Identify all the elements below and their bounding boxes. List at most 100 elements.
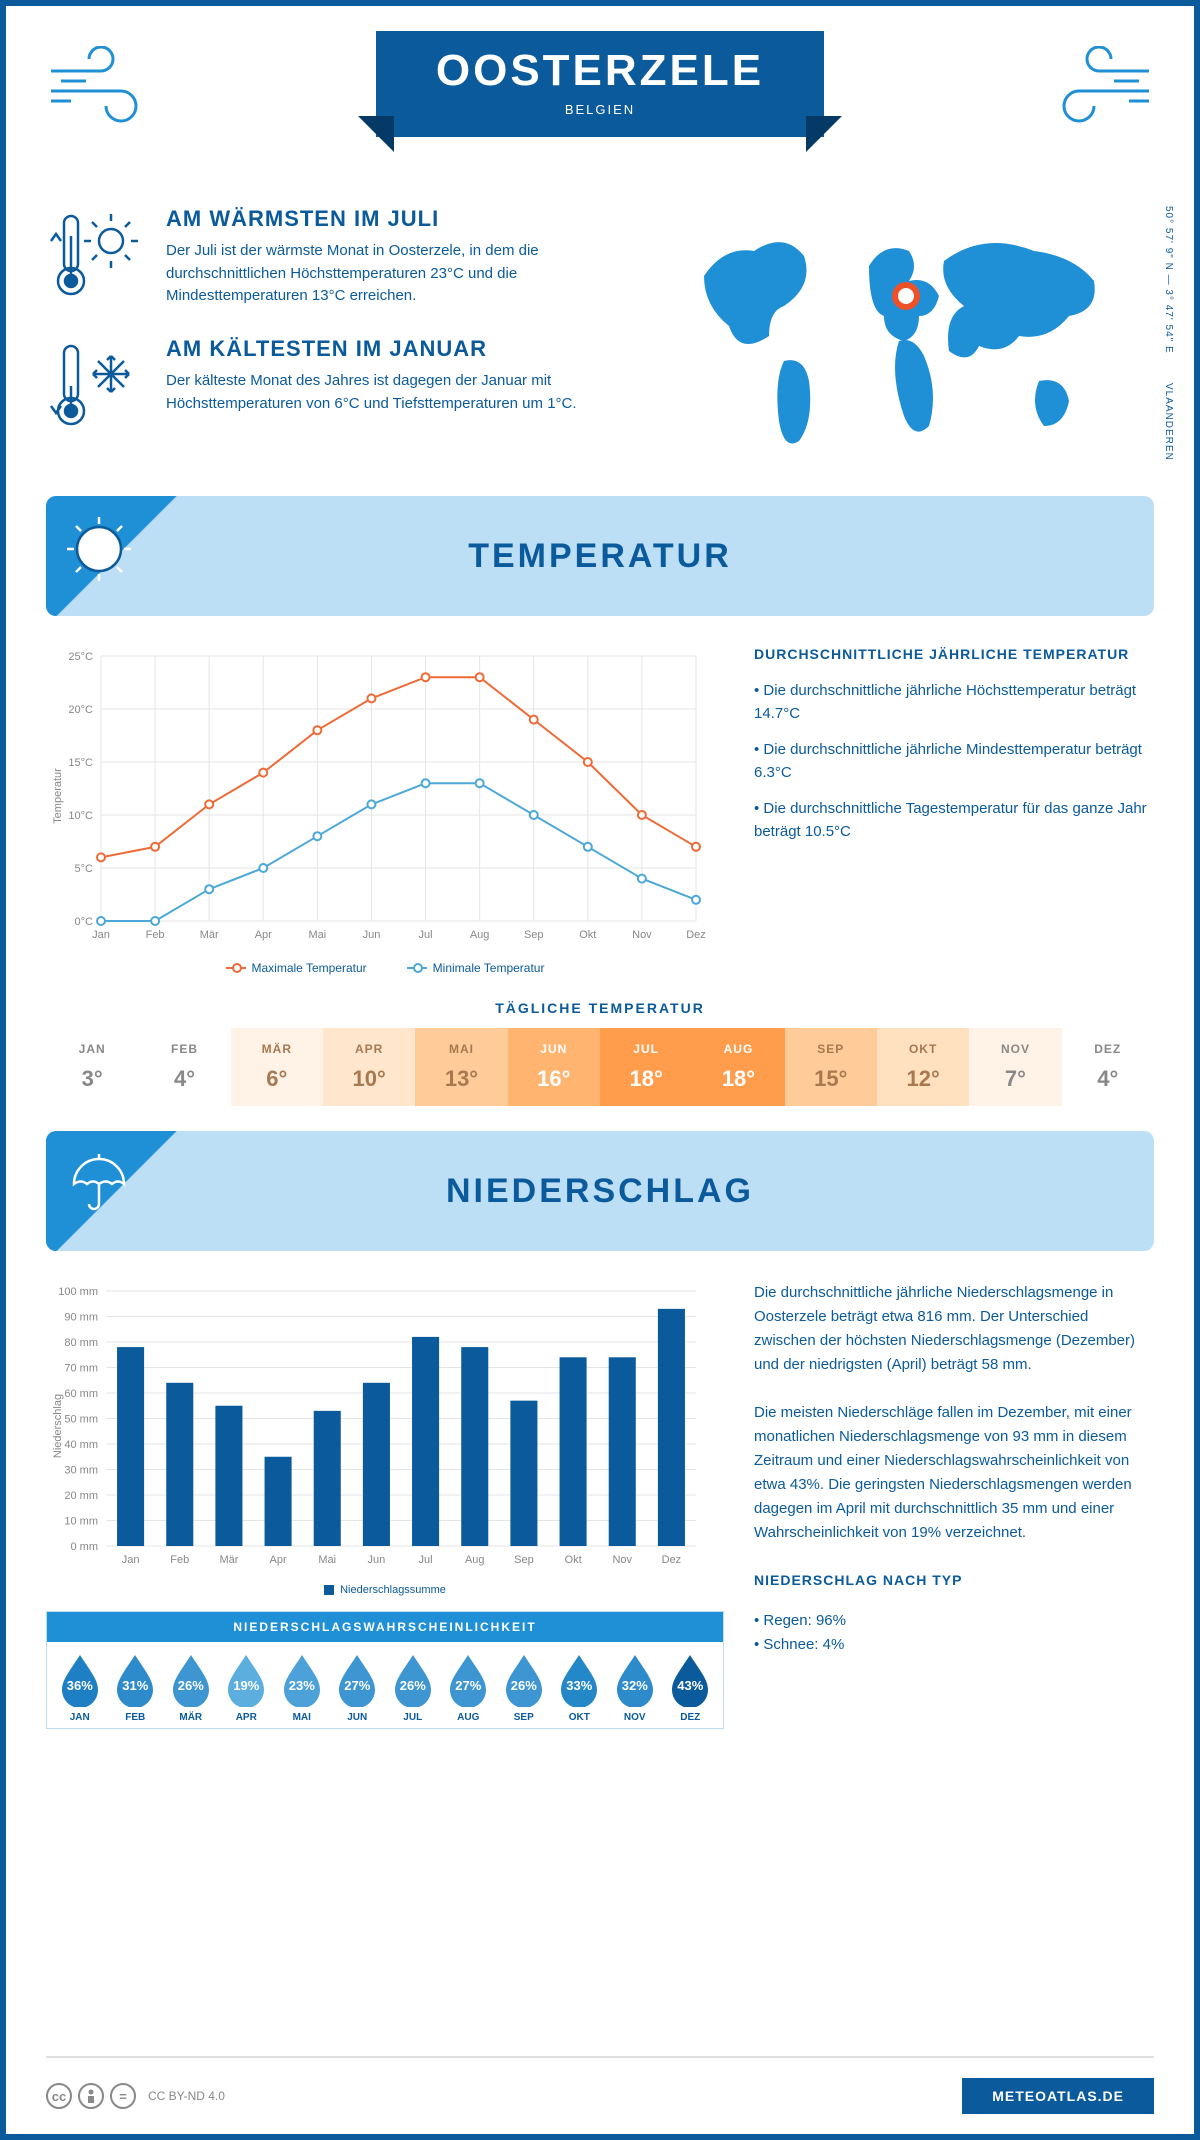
temp-bullet: • Die durchschnittliche jährliche Höchst…: [754, 680, 1154, 725]
svg-text:25°C: 25°C: [68, 651, 93, 663]
svg-text:10°C: 10°C: [68, 810, 93, 822]
temp-text-title: DURCHSCHNITTLICHE JÄHRLICHE TEMPERATUR: [754, 646, 1154, 662]
temp-bullet: • Die durchschnittliche jährliche Mindes…: [754, 739, 1154, 784]
cc-icons: cc =: [46, 2083, 136, 2109]
prob-drop-cell: 33%OKT: [552, 1652, 608, 1723]
svg-text:100 mm: 100 mm: [58, 1286, 98, 1298]
svg-text:Jul: Jul: [419, 1554, 433, 1566]
coordinates-label: 50° 57' 9" N — 3° 47' 54" E: [1163, 206, 1174, 354]
thermometer-hot-icon: [46, 206, 146, 311]
svg-text:60 mm: 60 mm: [64, 1388, 98, 1400]
prob-drop-cell: 31%FEB: [108, 1652, 164, 1723]
temp-bullet: • Die durchschnittliche Tagestemperatur …: [754, 798, 1154, 843]
precip-section-header: NIEDERSCHLAG: [46, 1131, 1154, 1251]
temperature-line-chart: 0°C5°C10°C15°C20°C25°CJanFebMärAprMaiJun…: [46, 646, 724, 975]
daily-temp-cell: FEB4°: [138, 1028, 230, 1106]
precip-paragraph: Die durchschnittliche jährliche Niedersc…: [754, 1281, 1154, 1377]
svg-text:Aug: Aug: [465, 1554, 485, 1566]
region-label: VLAANDEREN: [1163, 383, 1174, 461]
svg-text:Dez: Dez: [662, 1554, 682, 1566]
precip-bar-chart: 0 mm10 mm20 mm30 mm40 mm50 mm60 mm70 mm8…: [46, 1281, 706, 1571]
daily-temp-cell: SEP15°: [785, 1028, 877, 1106]
warmest-block: AM WÄRMSTEN IM JULI Der Juli ist der wär…: [46, 206, 644, 311]
svg-text:50 mm: 50 mm: [64, 1414, 98, 1426]
svg-text:Jan: Jan: [92, 929, 110, 941]
svg-text:Jul: Jul: [419, 929, 433, 941]
precip-type-title: NIEDERSCHLAG NACH TYP: [754, 1569, 1154, 1591]
cc-icon: cc: [46, 2083, 72, 2109]
svg-text:Apr: Apr: [270, 1554, 287, 1566]
temperature-section-header: TEMPERATUR: [46, 496, 1154, 616]
prob-drop-cell: 27%JUN: [330, 1652, 386, 1723]
precip-type-bullet: • Schnee: 4%: [754, 1633, 1154, 1657]
coldest-text: Der kälteste Monat des Jahres ist dagege…: [166, 370, 644, 415]
svg-text:Nov: Nov: [612, 1554, 632, 1566]
thermometer-cold-icon: [46, 336, 146, 441]
prob-drop-cell: 26%SEP: [496, 1652, 552, 1723]
header: OOSTERZELE BELGIEN: [46, 36, 1154, 186]
site-badge: METEOATLAS.DE: [962, 2078, 1154, 2114]
svg-text:Niederschlag: Niederschlag: [52, 1394, 64, 1458]
precip-title: NIEDERSCHLAG: [446, 1172, 754, 1211]
svg-text:70 mm: 70 mm: [64, 1363, 98, 1375]
svg-text:Temperatur: Temperatur: [52, 768, 64, 824]
svg-text:40 mm: 40 mm: [64, 1439, 98, 1451]
country-subtitle: BELGIEN: [436, 102, 764, 117]
line-chart-legend: #leg-max::after{border-color:#ee6a36}Max…: [46, 961, 724, 975]
title-ribbon: OOSTERZELE BELGIEN: [376, 31, 824, 137]
svg-text:Feb: Feb: [146, 929, 165, 941]
svg-text:0°C: 0°C: [75, 916, 94, 928]
svg-text:Apr: Apr: [255, 929, 272, 941]
svg-text:Nov: Nov: [632, 929, 652, 941]
warmest-text: Der Juli ist der wärmste Monat in Ooster…: [166, 240, 644, 308]
legend-max: Maximale Temperatur: [252, 961, 367, 975]
svg-text:Jan: Jan: [122, 1554, 140, 1566]
prob-drop-cell: 19%APR: [219, 1652, 275, 1723]
svg-text:Jun: Jun: [363, 929, 381, 941]
svg-text:Mär: Mär: [200, 929, 219, 941]
sun-icon: [64, 514, 134, 589]
daily-temp-cell: AUG18°: [692, 1028, 784, 1106]
svg-text:Sep: Sep: [514, 1554, 534, 1566]
temperature-title: TEMPERATUR: [468, 537, 732, 576]
cc-by-icon: [78, 2083, 104, 2109]
coldest-block: AM KÄLTESTEN IM JANUAR Der kälteste Mona…: [46, 336, 644, 441]
svg-text:80 mm: 80 mm: [64, 1337, 98, 1349]
daily-temp-cell: JUN16°: [508, 1028, 600, 1106]
legend-min: Minimale Temperatur: [433, 961, 545, 975]
footer: cc = CC BY-ND 4.0 METEOATLAS.DE: [46, 2056, 1154, 2114]
wind-deco-right-icon: [1044, 46, 1154, 131]
cc-nd-icon: =: [110, 2083, 136, 2109]
prob-drop-cell: 26%MÄR: [163, 1652, 219, 1723]
svg-text:0 mm: 0 mm: [71, 1541, 99, 1553]
svg-text:90 mm: 90 mm: [64, 1312, 98, 1324]
coldest-title: AM KÄLTESTEN IM JANUAR: [166, 336, 644, 362]
svg-text:Mär: Mär: [219, 1554, 238, 1566]
world-map: 50° 57' 9" N — 3° 47' 54" E VLAANDEREN: [674, 206, 1154, 471]
daily-temp-cell: DEZ4°: [1062, 1028, 1154, 1106]
svg-text:15°C: 15°C: [68, 757, 93, 769]
svg-text:10 mm: 10 mm: [64, 1516, 98, 1528]
svg-text:Okt: Okt: [579, 929, 596, 941]
svg-text:Aug: Aug: [470, 929, 490, 941]
prob-drop-cell: 36%JAN: [52, 1652, 108, 1723]
umbrella-icon: [64, 1149, 134, 1224]
precip-probability-box: NIEDERSCHLAGSWAHRSCHEINLICHKEIT 36%JAN31…: [46, 1611, 724, 1729]
license-label: CC BY-ND 4.0: [148, 2089, 225, 2103]
intro-section: AM WÄRMSTEN IM JULI Der Juli ist der wär…: [46, 206, 1154, 471]
daily-temp-cell: JAN3°: [46, 1028, 138, 1106]
prob-drop-cell: 23%MAI: [274, 1652, 330, 1723]
svg-text:Jun: Jun: [368, 1554, 386, 1566]
svg-text:20°C: 20°C: [68, 704, 93, 716]
svg-text:5°C: 5°C: [75, 863, 94, 875]
daily-temp-table: JAN3°FEB4°MÄR6°APR10°MAI13°JUN16°JUL18°A…: [46, 1028, 1154, 1106]
prob-title: NIEDERSCHLAGSWAHRSCHEINLICHKEIT: [47, 1612, 723, 1642]
daily-temp-title: TÄGLICHE TEMPERATUR: [46, 1000, 1154, 1016]
daily-temp-cell: NOV7°: [969, 1028, 1061, 1106]
precip-type-bullet: • Regen: 96%: [754, 1609, 1154, 1633]
daily-temp-cell: MÄR6°: [231, 1028, 323, 1106]
svg-text:Mai: Mai: [318, 1554, 336, 1566]
prob-drop-cell: 43%DEZ: [663, 1652, 719, 1723]
prob-drop-cell: 27%AUG: [441, 1652, 497, 1723]
daily-temp-cell: JUL18°: [600, 1028, 692, 1106]
